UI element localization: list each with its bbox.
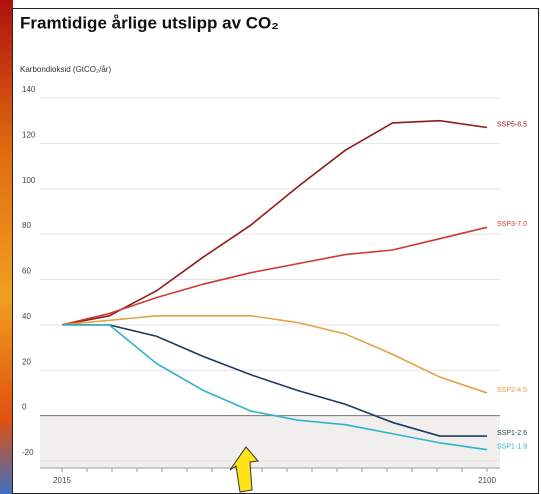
series-line	[62, 324, 487, 437]
series-line	[61, 119, 488, 326]
series-label: SSP3-7.0	[497, 221, 527, 228]
negative-region	[40, 415, 500, 468]
y-tick-label: 100	[22, 176, 36, 185]
y-tick-label: 120	[22, 130, 36, 139]
series-line	[62, 324, 488, 451]
y-tick-label: 0	[22, 403, 27, 412]
chart-title: Framtidige årlige utslipp av CO₂	[20, 13, 279, 32]
y-tick-label: 80	[22, 221, 31, 230]
series-label: SSP1-1.9	[497, 444, 527, 451]
x-tick-label: 2100	[478, 476, 496, 485]
cursor	[229, 446, 259, 493]
y-tick-label: 20	[22, 357, 31, 366]
background-image	[0, 0, 13, 494]
y-tick-label: 40	[22, 312, 31, 321]
series-label: SSP2-4.5	[497, 387, 527, 394]
chart-frame	[12, 8, 539, 494]
x-tick-label: 2015	[53, 476, 71, 485]
y-tick-label: -20	[22, 448, 34, 457]
series-line	[61, 226, 488, 326]
series-label: SSP1-2.6	[497, 430, 527, 437]
y-tick-label: 60	[22, 267, 31, 276]
y-axis-label: Karbondioksid (GtCO₂/år)	[20, 65, 111, 74]
series-label: SSP5-8.5	[497, 121, 527, 128]
series-line	[61, 315, 488, 394]
plot: -20 0 20 40 60 80 100 120 140 2015 2100 SSP5-8.5 SSP…	[22, 85, 527, 485]
y-tick-label: 140	[22, 85, 36, 94]
